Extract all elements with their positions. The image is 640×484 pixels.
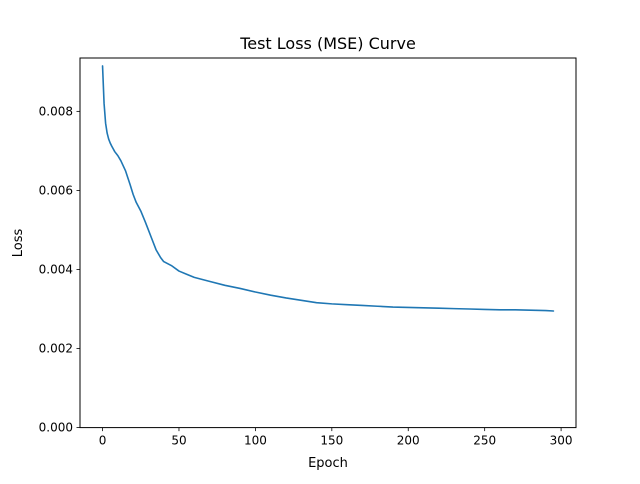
x-tick-label: 50 xyxy=(171,434,186,448)
series-line xyxy=(101,65,555,312)
y-tick-label: 0.002 xyxy=(39,342,73,356)
plot-layer xyxy=(101,65,555,312)
x-tick-label: 300 xyxy=(550,434,573,448)
tick-layer: 0 50 100 150 200 250 300 0.000 0.002 0.004 0.006 0.… xyxy=(39,104,573,447)
x-tick-label: 0 xyxy=(99,434,107,448)
y-tick-label: 0.000 xyxy=(39,421,73,435)
y-axis-label: Loss xyxy=(11,229,26,258)
x-tick-label: 250 xyxy=(473,434,496,448)
axes-frame xyxy=(79,57,577,429)
x-tick-label: 200 xyxy=(397,434,420,448)
chart-title: Test Loss (MSE) Curve xyxy=(239,34,416,53)
x-axis-label: Epoch xyxy=(308,456,348,471)
y-tick-label: 0.008 xyxy=(39,104,73,118)
y-tick-label: 0.004 xyxy=(39,262,73,276)
x-tick-label: 150 xyxy=(320,434,343,448)
x-tick-label: 100 xyxy=(244,434,267,448)
y-tick-label: 0.006 xyxy=(39,183,73,197)
